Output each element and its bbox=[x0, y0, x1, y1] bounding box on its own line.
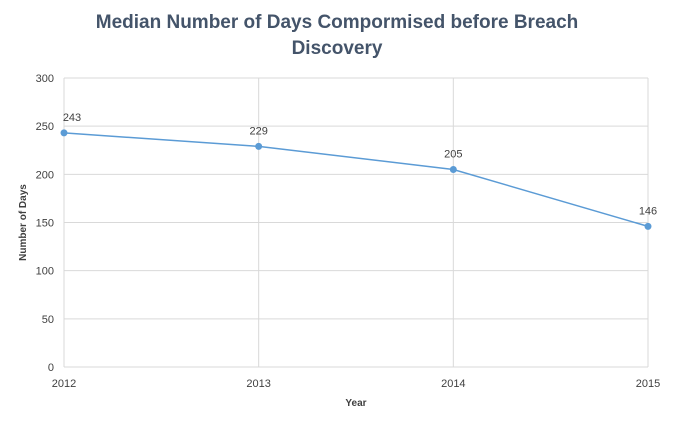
series-line bbox=[63, 132, 649, 228]
data-point bbox=[449, 166, 457, 174]
x-axis-title: Year bbox=[345, 398, 366, 409]
data-label: 205 bbox=[444, 149, 462, 161]
y-tick-label: 200 bbox=[36, 169, 54, 181]
y-tick-label: 300 bbox=[36, 73, 54, 85]
data-point bbox=[255, 142, 263, 150]
x-tick-label: 2013 bbox=[246, 378, 270, 390]
y-tick-label: 100 bbox=[36, 266, 54, 278]
x-tick-label: 2015 bbox=[636, 378, 660, 390]
data-label: 146 bbox=[639, 205, 657, 217]
x-tick-label: 2012 bbox=[52, 378, 76, 390]
data-point bbox=[644, 222, 652, 230]
data-point bbox=[60, 129, 68, 137]
y-tick-label: 150 bbox=[36, 218, 54, 230]
x-tick-label: 2014 bbox=[441, 378, 465, 390]
y-tick-label: 50 bbox=[42, 314, 54, 326]
data-label: 243 bbox=[63, 112, 81, 124]
y-tick-label: 250 bbox=[36, 121, 54, 133]
data-label: 229 bbox=[249, 125, 267, 137]
y-axis-title: Number of Days bbox=[18, 184, 29, 261]
chart-title: Median Number of Days Compormised before… bbox=[95, 12, 579, 59]
y-tick-label: 0 bbox=[48, 362, 54, 374]
